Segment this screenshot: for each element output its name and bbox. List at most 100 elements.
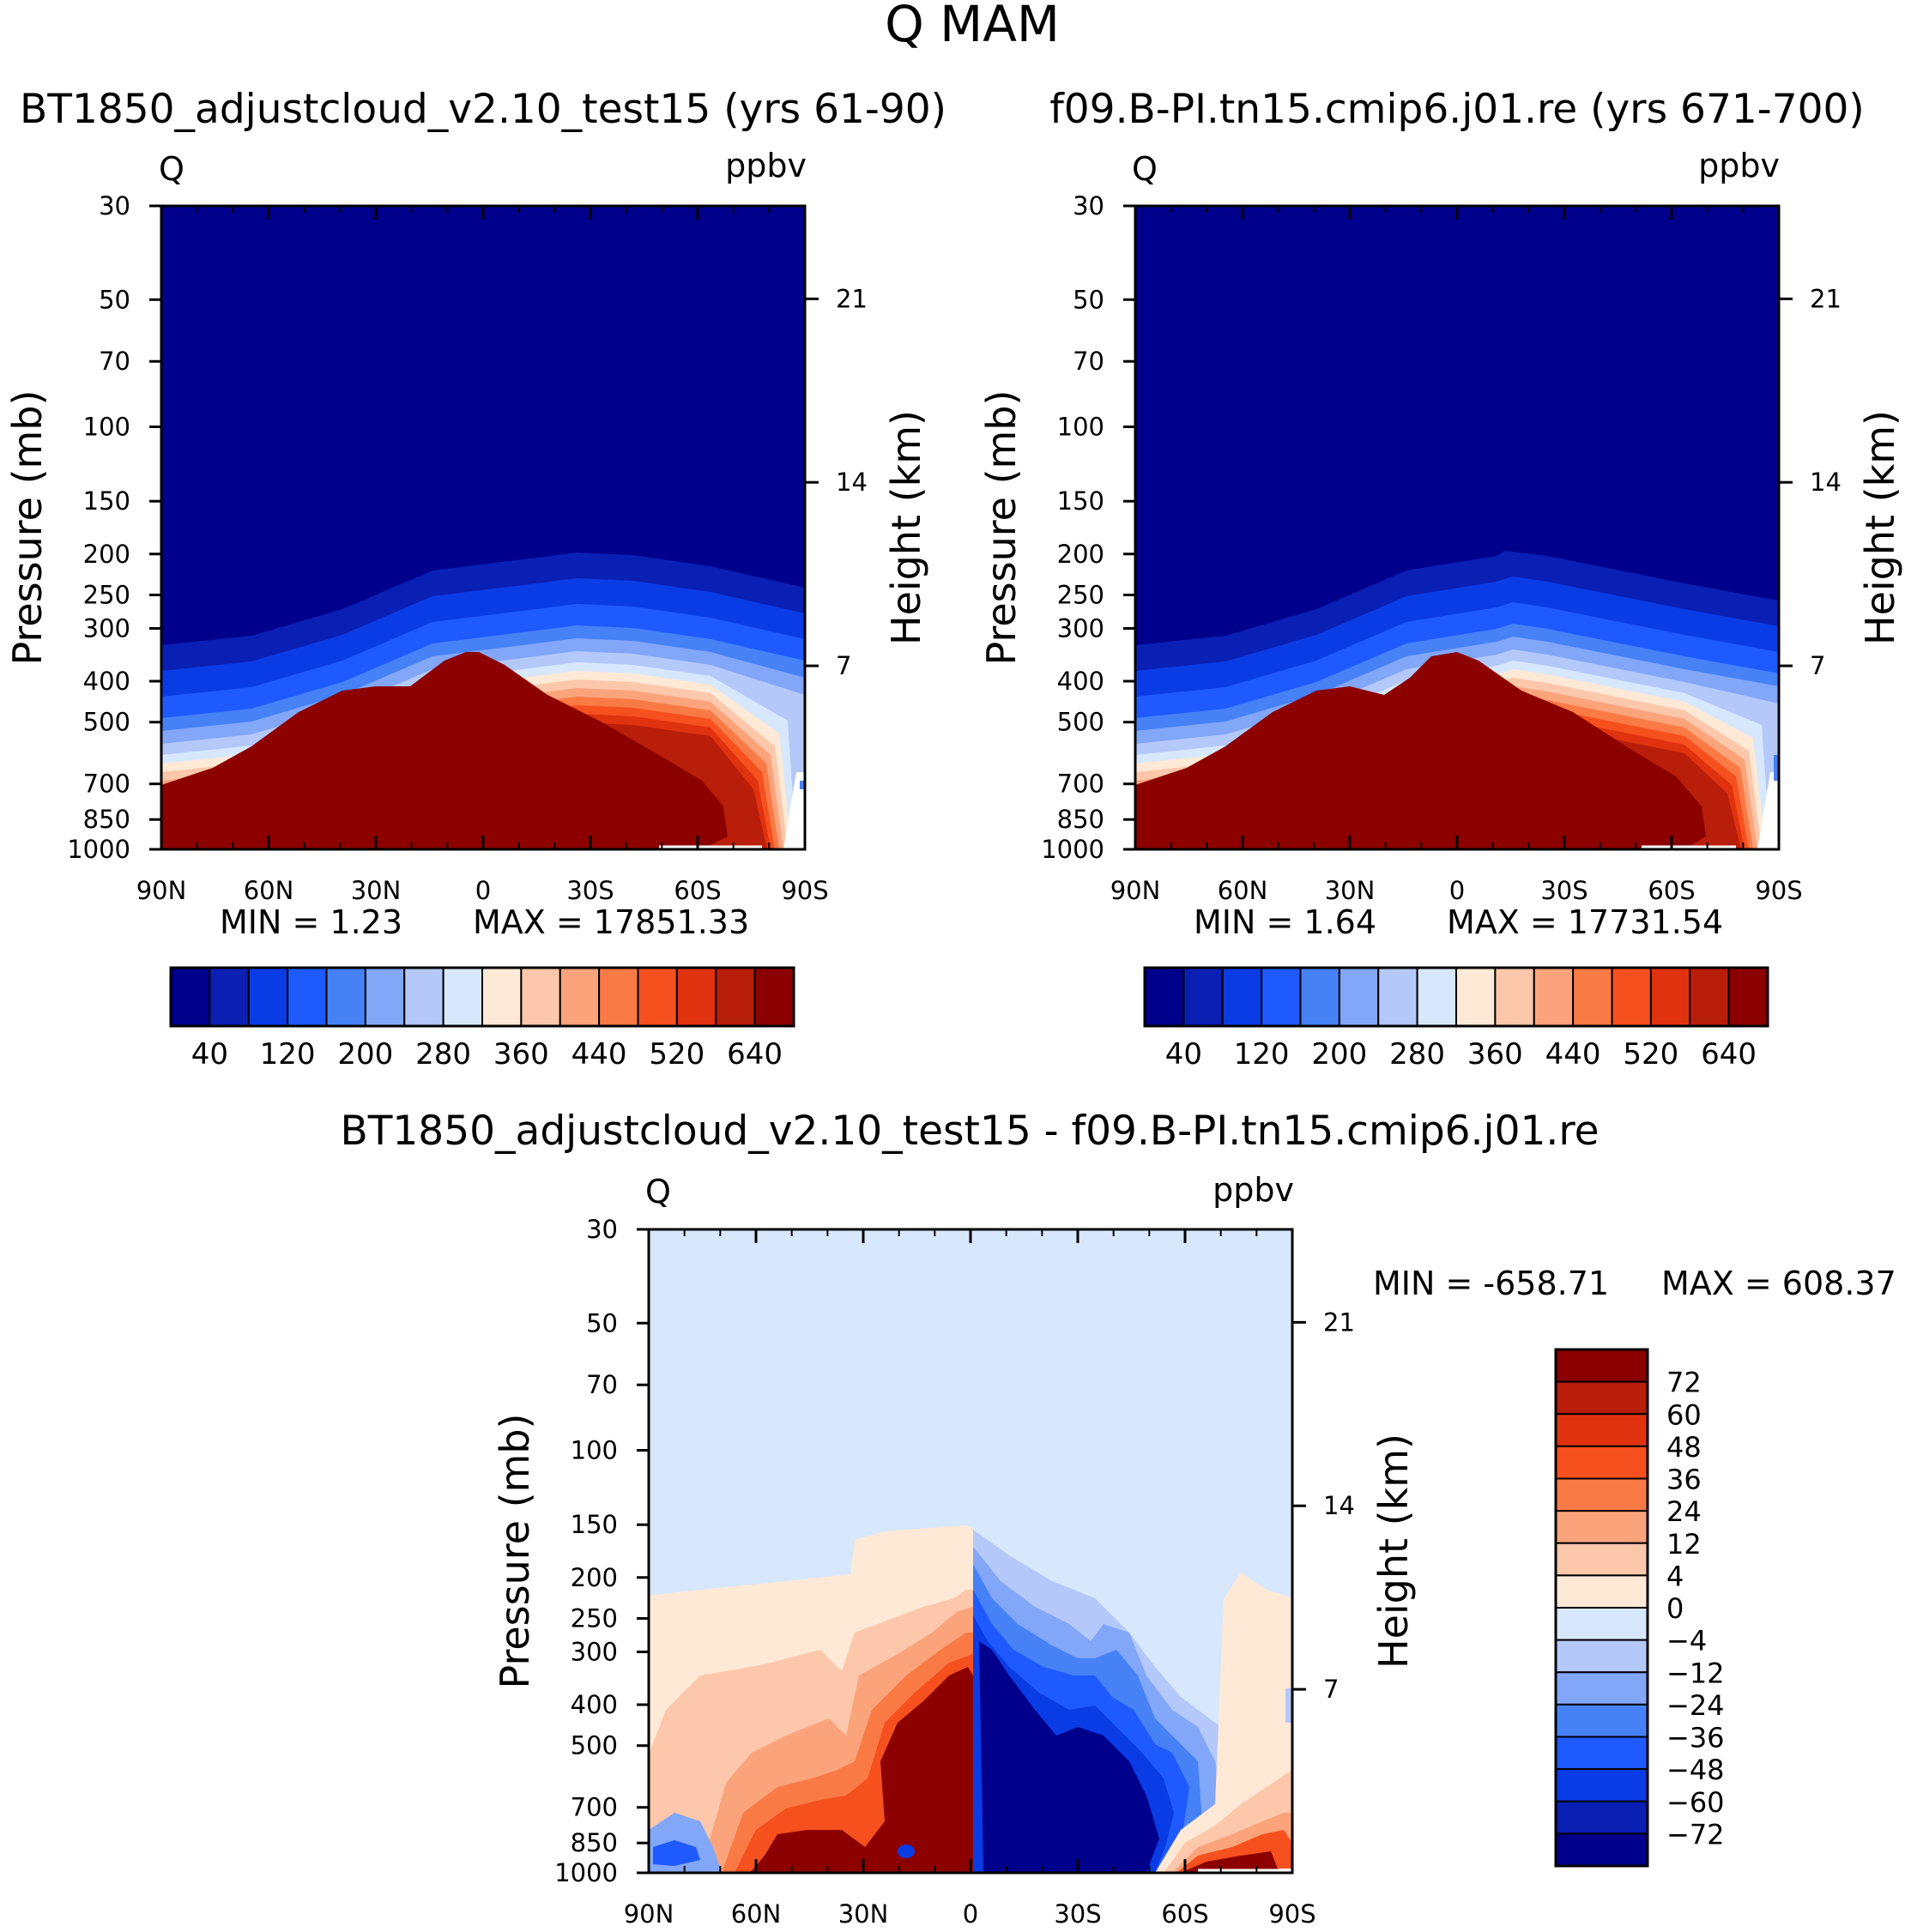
y-right-tick-label: 14 — [836, 468, 868, 497]
y-tick-label: 300 — [571, 1637, 618, 1666]
x-tick-label: 30S — [1540, 876, 1588, 905]
panel-diff-max: MAX = 608.37 — [1661, 1265, 1896, 1302]
panel-control-colorbar: 40 120 200 280 360 440 520 640 — [1143, 966, 1769, 1072]
contour-white-gap — [1757, 772, 1779, 849]
colorbar-label: 40 — [1165, 1037, 1202, 1072]
y-tick-label: 200 — [83, 540, 130, 569]
panel-case-title: BT1850_adjustcloud_v2.10_test15 (yrs 61-… — [20, 86, 946, 133]
x-tick-label: 90S — [1755, 876, 1802, 905]
colorbar-swatch — [1689, 967, 1730, 1027]
colorbar-label: −36 — [1666, 1722, 1725, 1754]
x-tick-label: 90S — [1268, 1899, 1315, 1929]
colorbar-swatch — [209, 967, 250, 1027]
colorbar-label: 40 — [191, 1037, 228, 1072]
x-tick-label: 30S — [1054, 1899, 1101, 1929]
x-tick-label: 90S — [781, 876, 828, 905]
y-tick-label: 250 — [571, 1603, 618, 1633]
colorbar-swatch — [1144, 967, 1185, 1027]
colorbar-label: 12 — [1666, 1528, 1702, 1561]
colorbar-swatch — [1572, 967, 1613, 1027]
colorbar-swatch — [637, 967, 678, 1027]
colorbar-frame — [169, 966, 795, 1028]
x-tick-label: 30N — [838, 1899, 889, 1929]
colorbar-swatch — [1555, 1736, 1648, 1771]
colorbar-label: 440 — [572, 1037, 627, 1072]
colorbar-swatch — [1555, 1445, 1648, 1480]
panel-diff: BT1850_adjustcloud_v2.10_test15 - f09.B-… — [340, 1108, 1896, 1929]
y-tick-label: 100 — [83, 413, 130, 442]
y-tick-label: 70 — [99, 347, 130, 376]
x-tick-label: 60S — [1648, 876, 1695, 905]
y-right-tick-label: 7 — [836, 651, 851, 680]
panel-control-variable: Q — [1132, 150, 1158, 188]
colorbar-frame — [1554, 1348, 1649, 1868]
x-tick-label: 60N — [244, 876, 294, 905]
colorbar-label: −12 — [1666, 1657, 1725, 1689]
y-tick-label: 400 — [1057, 667, 1104, 696]
x-tick-label: 90N — [624, 1899, 674, 1929]
x-tick-label: 30S — [566, 876, 614, 905]
panel-control-title: f09.B-PI.tn15.cmip6.j01.re (yrs 671-700) — [1049, 86, 1865, 133]
panel-case-max: MAX = 17851.33 — [473, 903, 749, 941]
panel-control: f09.B-PI.tn15.cmip6.j01.re (yrs 671-700)… — [978, 86, 1903, 1072]
colorbar-swatch — [1555, 1639, 1648, 1674]
x-tick-label: 60N — [731, 1899, 782, 1929]
panel-control-ylabel: Pressure (mb) — [978, 390, 1025, 666]
x-tick-label: 30N — [1325, 876, 1376, 905]
colorbar-swatch — [1555, 1349, 1648, 1383]
colorbar-label: 0 — [1666, 1592, 1684, 1625]
y-tick-label: 70 — [1073, 347, 1104, 376]
panel-diff-plot-area: 90N 60N 30N 0 30S 60S 90S 30 50 70 100 150 200 250 30… — [554, 1215, 1355, 1929]
colorbar-swatch — [1555, 1380, 1648, 1416]
y-tick-label: 400 — [83, 667, 130, 696]
y-tick-label: 700 — [1057, 770, 1104, 799]
panel-diff-min: MIN = -658.71 — [1373, 1265, 1609, 1302]
colorbar-swatch — [1299, 967, 1340, 1027]
contour-band-max — [1135, 652, 1706, 849]
y-tick-label: 400 — [571, 1690, 618, 1719]
colorbar-swatch — [1727, 967, 1769, 1027]
y-tick-label: 1000 — [554, 1858, 618, 1887]
panel-control-max: MAX = 17731.54 — [1447, 903, 1723, 941]
y-tick-label: 70 — [586, 1370, 618, 1399]
colorbar-label: 640 — [727, 1037, 783, 1072]
colorbar-label: 120 — [1234, 1037, 1290, 1072]
diff-blue-blob — [898, 1844, 915, 1858]
contour-white-gap — [783, 772, 805, 849]
panel-control-contours — [1135, 551, 1779, 849]
colorbar-swatch — [753, 967, 795, 1027]
colorbar-swatch — [1261, 967, 1302, 1027]
colorbar-label: 36 — [1666, 1464, 1702, 1496]
y-tick-label: 30 — [1073, 191, 1104, 220]
panel-case-min: MIN = 1.23 — [220, 903, 402, 941]
x-tick-label: 0 — [1449, 876, 1465, 905]
panel-case-contours — [161, 552, 805, 849]
y-tick-label: 150 — [571, 1510, 618, 1539]
y-tick-label: 30 — [586, 1215, 618, 1244]
y-right-tick-label: 14 — [1323, 1491, 1355, 1520]
colorbar-swatch — [675, 967, 717, 1027]
y-tick-label: 30 — [99, 191, 130, 220]
panel-diff-ylabel-right: Height (km) — [1370, 1434, 1417, 1669]
colorbar-label: 200 — [337, 1037, 393, 1072]
colorbar-swatch — [520, 967, 561, 1027]
x-tick-label: 60S — [674, 876, 721, 905]
colorbar-swatch — [598, 967, 639, 1027]
colorbar-swatch — [481, 967, 523, 1027]
y-tick-label: 850 — [1057, 805, 1104, 834]
colorbar-swatch — [1555, 1800, 1648, 1835]
y-tick-label: 850 — [571, 1828, 618, 1857]
colorbar-label: 120 — [260, 1037, 316, 1072]
panel-case-plot-area: 90N 60N 30N 0 30S 60S 90S 30 50 70 100 150 200 250 30… — [67, 191, 868, 905]
y-tick-label: 150 — [83, 486, 130, 516]
colorbar-label: 280 — [415, 1037, 471, 1072]
y-tick-label: 1000 — [67, 835, 130, 864]
colorbar-swatch — [1555, 1413, 1648, 1447]
panel-control-ylabel-right: Height (km) — [1857, 410, 1903, 645]
colorbar-label: −4 — [1666, 1625, 1707, 1657]
colorbar-swatch — [1555, 1671, 1648, 1706]
colorbar-label: 24 — [1666, 1495, 1702, 1528]
y-tick-label: 50 — [99, 285, 130, 314]
colorbar-swatch — [325, 967, 366, 1027]
